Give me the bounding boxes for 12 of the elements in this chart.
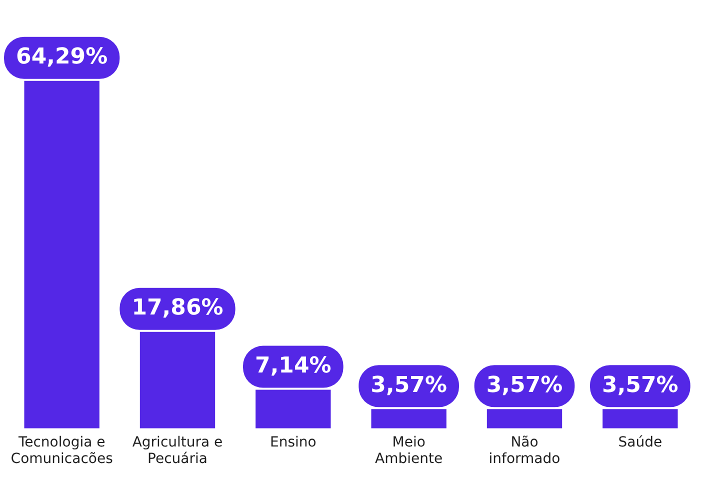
- x-tick-label: Meio Ambiente: [375, 434, 443, 468]
- data-label: 3,57%: [370, 372, 447, 398]
- data-label: 3,57%: [486, 372, 563, 398]
- x-tick-label: Saúde: [618, 434, 662, 450]
- data-label: 7,14%: [255, 354, 332, 379]
- x-tick-label: Tecnologia e Comunicacões: [10, 434, 113, 468]
- x-tick-label: Ensino: [270, 434, 316, 450]
- data-label: 17,86%: [132, 296, 224, 321]
- data-label: 3,57%: [602, 372, 678, 398]
- x-tick-label: Não informado: [488, 434, 560, 468]
- x-tick-label: Agricultura e Pecuária: [132, 434, 223, 468]
- data-label: 64,29%: [16, 44, 108, 70]
